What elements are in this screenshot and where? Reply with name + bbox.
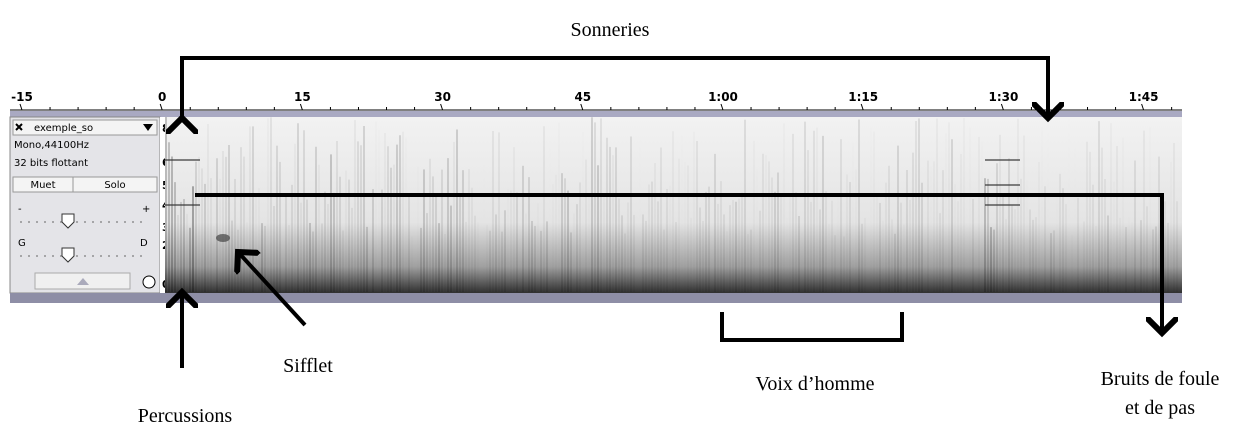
track-name: exemple_so [34,123,93,134]
annotation-bruits-2: et de pas [1125,397,1195,419]
annotation-percussions: Percussions [138,405,233,427]
ruler-label: -15 [11,90,33,104]
ruler-label: 1:45 [1129,90,1159,104]
ruler-label: 1:00 [708,90,738,104]
track-footer [10,293,1182,303]
gain-minus: - [18,204,22,215]
solo-label: Solo [104,180,125,191]
ruler-label: 0 [158,90,166,104]
track-depth: 32 bits flottant [14,158,88,169]
pan-right: D [140,238,148,249]
ruler-label: 1:15 [848,90,878,104]
ruler-label: 1:30 [988,90,1018,104]
ruler-strip [10,111,1182,117]
sync-icon[interactable] [143,276,155,288]
voix-bracket [722,312,902,340]
ruler-label: 30 [434,90,451,104]
figure: -15 0 15 30 45 1:00 1:15 1:30 1:45 exemple_so Mo… [0,0,1251,428]
annotation-sifflet: Sifflet [283,355,333,377]
annotation-bruits-1: Bruits de foule [1101,368,1220,390]
mute-label: Muet [30,180,55,191]
ruler-label: 45 [574,90,591,104]
ruler-label: 15 [294,90,311,104]
gain-plus: + [142,204,150,215]
track-format: Mono,44100Hz [14,140,89,151]
annotation-voix: Voix d’homme [755,373,874,395]
annotation-sonneries: Sonneries [571,19,650,41]
whistle-mark [216,234,230,242]
pan-left: G [18,238,26,249]
